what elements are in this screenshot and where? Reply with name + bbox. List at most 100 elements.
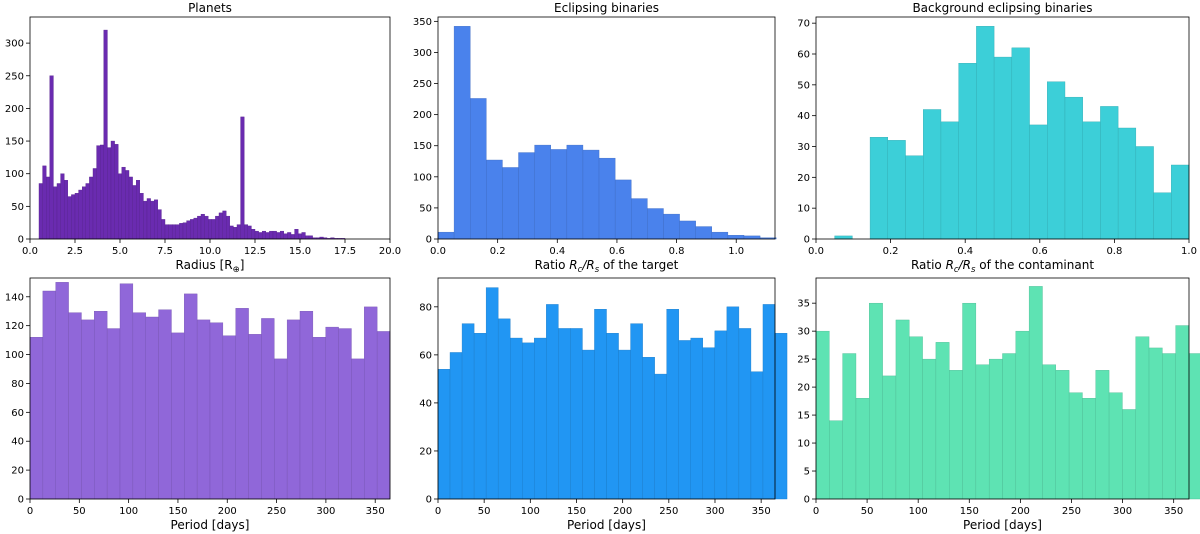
x-tick-label: 0.8: [669, 246, 685, 257]
bar-13: [184, 293, 198, 500]
bar-17: [1117, 127, 1137, 240]
bar-3: [869, 137, 889, 240]
x-tick-label: 150: [168, 506, 187, 517]
bar-64: [265, 232, 270, 240]
y-tick-label: 60: [11, 408, 24, 419]
bar-23: [312, 337, 326, 500]
bar-4: [68, 312, 82, 500]
bar-9: [922, 358, 937, 500]
x-tick-label: 0: [27, 506, 33, 517]
x-tick-label: 10.0: [199, 246, 221, 257]
y-tick-label: 0: [804, 235, 810, 246]
bar-49: [211, 219, 216, 240]
plot-frame: [815, 277, 1190, 500]
y-tick-label: 35: [797, 299, 810, 310]
x-tick-label: 15.0: [289, 246, 311, 257]
y-tick-label: 0: [426, 495, 432, 506]
bar-7: [510, 337, 523, 500]
bar-22: [299, 311, 314, 500]
y-tick-label: 20: [11, 466, 24, 477]
bar-10: [145, 316, 159, 500]
y-tick-label: 120: [5, 321, 24, 332]
chart-panel-1: 0.0 2.5 5.0 7.5 10.0 12.5 15.0 17.5 20.0 0 50 100 15…: [5, 1, 401, 275]
bar-5: [81, 319, 95, 500]
x-tick-label: 350: [752, 506, 771, 517]
bar-30: [143, 200, 148, 240]
y-tick-label: 140: [5, 292, 24, 303]
y-tick-label: 40: [797, 111, 810, 122]
bar-2: [42, 290, 56, 500]
bar-52: [222, 210, 227, 240]
y-tick-label: 50: [11, 202, 24, 213]
bar-72: [294, 229, 299, 240]
bar-11: [598, 157, 616, 240]
bar-60: [251, 229, 256, 240]
bar-6: [56, 183, 61, 240]
bar-12: [78, 189, 83, 240]
bar-62: [258, 232, 263, 240]
bar-20: [1171, 164, 1190, 240]
bar-12: [962, 302, 977, 500]
bar-36: [164, 224, 169, 240]
bar-59: [247, 225, 252, 240]
bar-19: [654, 373, 667, 500]
bar-28: [762, 304, 776, 500]
bars: [437, 287, 788, 500]
bar-19: [103, 29, 108, 240]
bar-70: [287, 232, 292, 240]
bar-7: [106, 328, 121, 500]
y-tick-label: 60: [419, 350, 432, 361]
y-tick-label: 0: [426, 235, 432, 246]
plot-frame: [29, 277, 391, 500]
bar-3: [461, 323, 475, 500]
bar-20: [743, 235, 761, 240]
x-tick-label: 2.5: [67, 246, 83, 257]
bar-25: [726, 306, 740, 500]
bar-4: [887, 140, 906, 240]
bar-13: [1047, 81, 1066, 240]
bar-13: [975, 364, 990, 500]
bar-20: [107, 147, 112, 240]
bar-22: [114, 144, 119, 240]
bar-15: [606, 333, 619, 500]
bar-12: [570, 328, 583, 500]
y-tick-label: 5: [804, 467, 810, 478]
x-axis-label: Radius [R⊕]: [176, 258, 245, 275]
bar-14: [85, 183, 90, 240]
bar-2: [453, 26, 471, 240]
y-tick-label: 60: [797, 50, 810, 61]
x-tick-label: 17.5: [334, 246, 356, 257]
x-tick-label: 50: [861, 506, 874, 517]
bar-20: [666, 309, 679, 500]
bar-26: [1148, 347, 1163, 500]
bar-19: [1153, 192, 1172, 240]
bar-6: [518, 152, 535, 240]
x-tick-label: 200: [1011, 506, 1030, 517]
bar-28: [1175, 325, 1190, 500]
y-tick-label: 20: [797, 383, 810, 394]
bar-10: [582, 149, 600, 240]
bar-16: [222, 335, 236, 500]
bar-2: [449, 352, 463, 500]
bar-16: [1100, 106, 1119, 240]
chart-title: Planets: [188, 1, 232, 15]
bar-1: [38, 183, 43, 240]
bar-17: [630, 323, 643, 500]
x-tick-label: 0.8: [1106, 246, 1122, 257]
y-tick-label: 150: [413, 141, 432, 152]
bar-21: [110, 140, 115, 240]
bar-8: [522, 342, 535, 500]
bar-18: [99, 144, 104, 240]
y-tick-label: 150: [5, 137, 24, 148]
bar-3: [470, 98, 487, 240]
bar-16: [1015, 330, 1030, 500]
bar-51: [218, 212, 223, 240]
bar-41: [182, 222, 187, 240]
x-tick-label: 150: [567, 506, 586, 517]
x-tick-label: 200: [613, 506, 632, 517]
x-tick-label: 12.5: [244, 246, 266, 257]
x-tick-label: 300: [1113, 506, 1132, 517]
bar-23: [117, 173, 122, 240]
bars: [29, 282, 391, 500]
bar-42: [186, 220, 191, 240]
